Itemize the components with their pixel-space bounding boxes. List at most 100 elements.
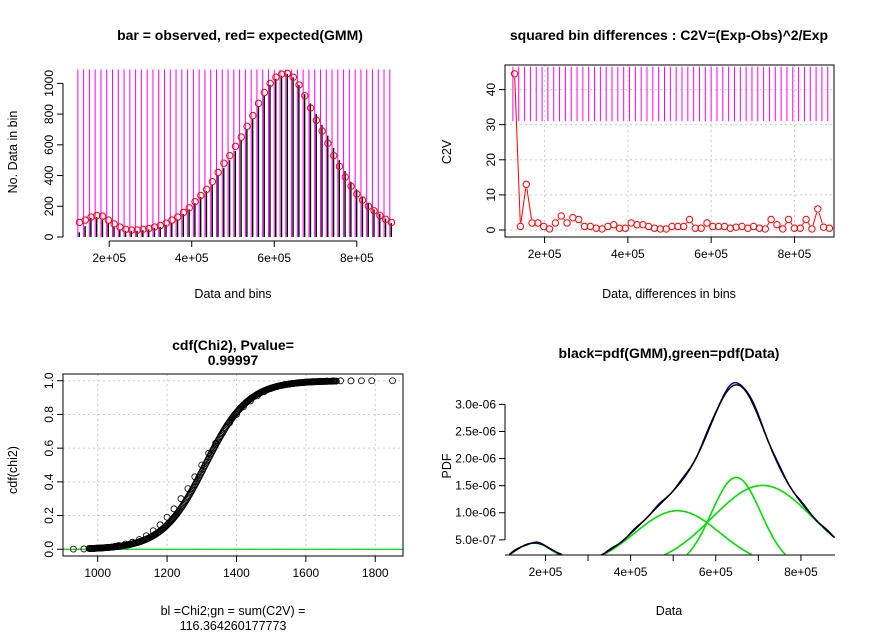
y-tick-label: 1.0 bbox=[42, 372, 56, 389]
c2v-point bbox=[516, 222, 525, 231]
chi2-point bbox=[177, 495, 185, 503]
expected-point bbox=[266, 79, 274, 88]
chi2-point bbox=[267, 384, 275, 392]
p3-x-axis: 1000 1200 1400 1600 1800 bbox=[84, 555, 389, 580]
c2v-segment bbox=[790, 222, 793, 226]
expected-point bbox=[179, 208, 188, 217]
p2-ylabel: C2V bbox=[440, 139, 454, 164]
c2v-segment bbox=[526, 188, 532, 220]
x-tick-label: 2e+05 bbox=[528, 247, 562, 261]
x-tick-label: 6e+05 bbox=[699, 565, 733, 579]
chi2-point bbox=[274, 382, 282, 390]
c2v-point bbox=[551, 219, 560, 227]
p2-plot-frame bbox=[504, 64, 835, 238]
y-tick-label: 400 bbox=[42, 165, 56, 185]
chi2-point bbox=[233, 411, 240, 418]
chi2-point bbox=[90, 545, 98, 552]
chi2-point bbox=[253, 392, 261, 400]
expected-point bbox=[376, 211, 384, 220]
panel-squared-differences: squared bin differences : C2V=(Exp-Obs)^… bbox=[440, 27, 835, 301]
c2v-point bbox=[779, 225, 787, 233]
y-tick-label: 0.2 bbox=[42, 507, 56, 524]
expected-point bbox=[104, 216, 113, 224]
expected-point bbox=[139, 225, 147, 234]
p1-y-axis: 0 200 400 600 800 1000 bbox=[42, 70, 64, 240]
expected-point bbox=[191, 197, 199, 206]
component-pdf-curve bbox=[686, 476, 786, 555]
expected-point bbox=[225, 151, 234, 160]
expected-point bbox=[353, 190, 361, 198]
x-tick-label: 2e+05 bbox=[529, 565, 563, 579]
c2v-point bbox=[825, 224, 834, 232]
expected-point bbox=[110, 220, 118, 228]
expected-point bbox=[231, 142, 240, 151]
expected-point bbox=[162, 219, 170, 227]
c2v-point bbox=[609, 221, 618, 229]
c2v-point bbox=[575, 215, 583, 224]
p2-y-axis: 0 10 20 30 40 bbox=[484, 83, 506, 233]
chi2-point bbox=[135, 536, 143, 543]
p1-ylabel: No. Data in bin bbox=[6, 111, 20, 194]
y-tick-label: 2.0e-06 bbox=[455, 452, 496, 466]
chi2-point bbox=[142, 532, 150, 540]
c2v-point bbox=[528, 219, 536, 227]
data-pdf-curve bbox=[508, 382, 836, 556]
c2v-point bbox=[773, 221, 781, 229]
c2v-point bbox=[802, 215, 810, 224]
p2-grid bbox=[505, 65, 834, 237]
chi2-point bbox=[80, 545, 88, 553]
expected-point bbox=[98, 212, 107, 220]
c2v-point bbox=[697, 224, 705, 232]
y-tick-label: 2.5e-06 bbox=[455, 424, 496, 438]
chi2-point bbox=[260, 388, 268, 396]
c2v-segment bbox=[802, 222, 805, 226]
expected-point bbox=[341, 173, 349, 181]
x-tick-label: 8e+05 bbox=[340, 251, 374, 265]
p3-xlabel: bl =Chi2;gn = sum(C2V) = 116.364260177773 bbox=[161, 604, 306, 633]
c2v-point bbox=[674, 222, 682, 231]
y-tick-label: 5.0e-07 bbox=[455, 533, 496, 547]
y-tick-label: 10 bbox=[484, 188, 498, 202]
chi2-point bbox=[288, 380, 296, 387]
c2v-segment bbox=[784, 222, 787, 226]
y-tick-label: 20 bbox=[484, 153, 498, 167]
c2v-segment bbox=[818, 212, 823, 224]
p4-xlabel: Data bbox=[656, 604, 682, 618]
p3-ylabel: cdf(chi2) bbox=[6, 446, 20, 494]
expected-point bbox=[387, 218, 396, 227]
c2v-point bbox=[522, 180, 530, 189]
y-tick-label: 0.4 bbox=[42, 473, 56, 490]
c2v-point bbox=[580, 222, 589, 231]
p3-y-axis: 0.0 0.2 0.4 0.6 0.8 1.0 bbox=[42, 372, 64, 558]
x-tick-label: 1000 bbox=[84, 566, 111, 580]
chi2-point bbox=[281, 381, 289, 389]
expected-point bbox=[202, 185, 211, 194]
c2v-point bbox=[679, 222, 688, 231]
p3-title: cdf(Chi2), Pvalue= 0.99997 bbox=[172, 337, 294, 368]
chi2-point bbox=[295, 379, 303, 386]
chi2-point bbox=[357, 377, 365, 385]
x-tick-label: 1400 bbox=[223, 566, 250, 580]
c2v-point bbox=[650, 224, 659, 232]
expected-point bbox=[272, 73, 280, 81]
chi2-point-dense bbox=[177, 505, 185, 513]
component-pdf-curve bbox=[663, 484, 836, 556]
expected-point bbox=[208, 177, 217, 186]
x-tick-label: 4e+05 bbox=[614, 565, 648, 579]
expected-point bbox=[324, 139, 332, 147]
c2v-point bbox=[784, 215, 793, 224]
p1-title: bar = observed, red= expected(GMM) bbox=[117, 27, 363, 43]
c2v-segment bbox=[685, 222, 688, 224]
y-tick-label: 40 bbox=[484, 83, 498, 97]
x-tick-label: 6e+05 bbox=[694, 247, 728, 261]
y-tick-label: 30 bbox=[484, 118, 498, 132]
y-tick-label: 0 bbox=[484, 226, 498, 233]
y-tick-label: 0.8 bbox=[42, 406, 56, 423]
c2v-point bbox=[534, 219, 542, 227]
chi2-point bbox=[226, 419, 233, 427]
x-tick-label: 4e+05 bbox=[175, 251, 209, 265]
chi2-point bbox=[309, 378, 317, 385]
chi2-point bbox=[198, 461, 206, 469]
p4-y-axis: 5.0e-07 1.0e-06 1.5e-06 2.0e-06 2.5e-06 3.0e-… bbox=[455, 397, 506, 547]
p1-bin-lines bbox=[77, 69, 391, 237]
